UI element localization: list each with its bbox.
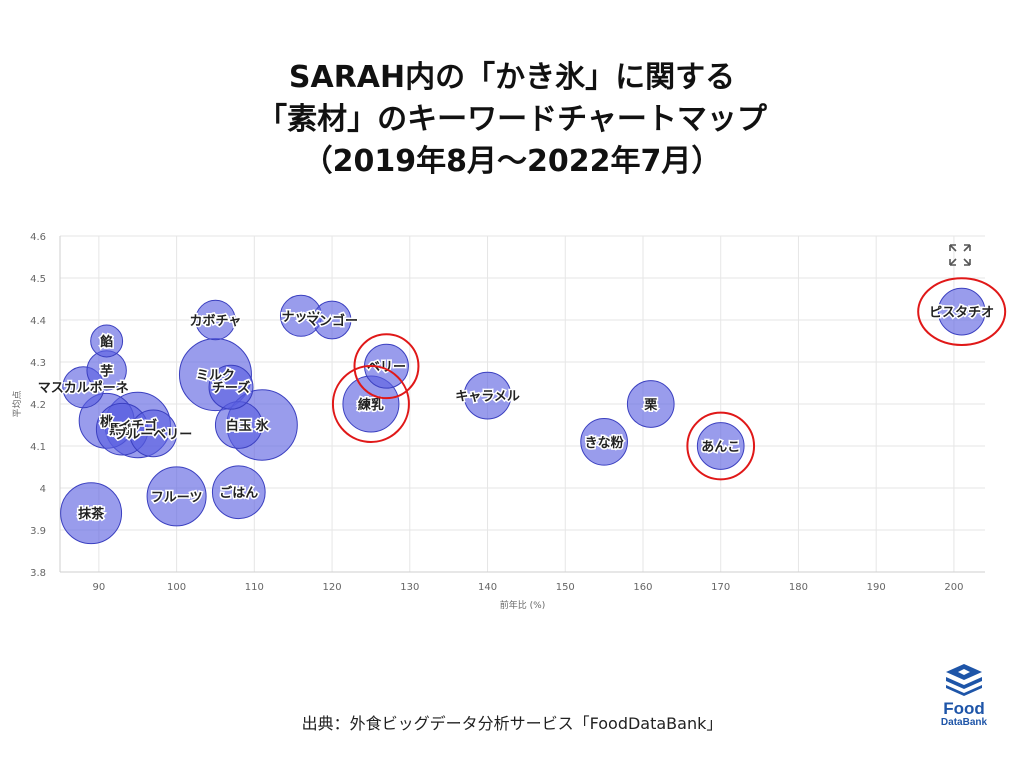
- x-tick-label: 110: [245, 582, 264, 593]
- bubble-label: チーズ: [212, 380, 250, 396]
- bubble-label: 桃: [100, 414, 113, 430]
- y-tick-label: 3.8: [30, 568, 46, 579]
- bubble: [580, 417, 628, 466]
- x-tick-label: 100: [167, 582, 186, 593]
- highlight-circles: [331, 277, 1007, 481]
- bubble-label: ピスタチオ: [929, 306, 994, 321]
- bubble: [208, 364, 254, 410]
- y-tick-label: 3.9: [30, 526, 46, 537]
- highlight-ellipse: [331, 365, 410, 443]
- bubble: [195, 299, 236, 341]
- bubble-label: 抹茶: [78, 506, 105, 522]
- bubble: [312, 300, 352, 340]
- y-tick-label: 4.4: [30, 316, 46, 327]
- highlight-ellipse: [353, 333, 420, 400]
- bubble-label: 練乳: [358, 397, 384, 413]
- y-tick-label: 4.6: [30, 232, 46, 243]
- logo-subtext: DataBank: [940, 717, 988, 728]
- highlight-ellipse: [686, 411, 756, 481]
- y-tick-label: 4.5: [30, 274, 46, 285]
- bubble-label: ごはん: [219, 485, 258, 501]
- stacked-layers-logo-icon: [946, 664, 982, 696]
- bubble-label: イチゴ: [118, 418, 157, 434]
- y-tick-label: 4.3: [30, 358, 46, 369]
- bubble-label: 餡: [100, 334, 113, 350]
- highlight-ellipse: [917, 277, 1007, 346]
- bubble-label: 白玉: [226, 418, 252, 434]
- bubble-label: あんこ: [701, 440, 740, 455]
- x-tick-label: 120: [323, 582, 342, 593]
- bubble-label: ベリー: [367, 360, 406, 375]
- bubble-label: ミルク: [196, 369, 235, 384]
- y-tick-label: 4.2: [30, 400, 46, 411]
- x-tick-label: 190: [867, 582, 886, 593]
- y-tick-label: 4: [40, 484, 46, 495]
- chart-title-line-2: 「素材」のキーワードチャートマップ: [257, 102, 767, 137]
- bubble: [90, 324, 124, 358]
- bubble-series: [60, 287, 986, 545]
- bubble-label: きな粉: [585, 435, 624, 451]
- bubble: [129, 409, 178, 458]
- x-tick-label: 150: [556, 582, 575, 593]
- bubble-label: 黒蜜: [109, 422, 135, 438]
- bubble: [626, 380, 675, 428]
- axes: 3.8 3.9 4 4.1 4.2 4.3 4.4 4.5 4.6 90 100 110 120 130 1…: [11, 232, 985, 611]
- x-axis-label: 前年比 (%): [500, 599, 545, 611]
- bubble: [463, 371, 512, 420]
- bubble: [211, 465, 266, 520]
- x-tick-label: 130: [400, 582, 419, 593]
- x-tick-label: 160: [633, 582, 652, 593]
- bubble-label: キャラメル: [455, 390, 520, 405]
- bubble-label: マンゴー: [306, 313, 358, 329]
- chart-title-line-3: （2019年8月～2022年7月）: [302, 144, 722, 179]
- bubble-chart: 3.8 3.9 4 4.1 4.2 4.3 4.4 4.5 4.6 90 100 110 120 130 1…: [11, 232, 1007, 611]
- bubble: [696, 422, 745, 470]
- bubble: [146, 466, 207, 527]
- fooddatabank-logo: Food DataBank: [928, 662, 1000, 729]
- y-axis-label: 平均点: [11, 390, 23, 417]
- bubble-label: カボチャ: [190, 313, 242, 329]
- bubble-label: ナッツ: [281, 310, 320, 325]
- x-tick-label: 140: [478, 582, 497, 593]
- y-tick-label: 4.1: [30, 442, 46, 453]
- x-tick-label: 180: [789, 582, 808, 593]
- bubble-label: 氷: [256, 418, 270, 434]
- x-tick-label: 200: [944, 582, 963, 593]
- bubble: [60, 482, 123, 545]
- bubble-label: 芋: [100, 363, 113, 379]
- bubble-label: フルーツ: [151, 490, 203, 505]
- bubble: [937, 287, 986, 336]
- bubble-label: ブルーベリー: [114, 426, 192, 442]
- expand-arrows-icon[interactable]: [949, 244, 971, 266]
- x-tick-label: 170: [711, 582, 730, 593]
- bubble-label: マスカルポーネ: [38, 380, 129, 396]
- bubble-label: 栗: [644, 398, 657, 413]
- source-caption: 出典：外食ビッグデータ分析サービス「FoodDataBank」: [301, 714, 723, 733]
- logo-wordmark: Food: [943, 699, 985, 718]
- chart-title-line-1: SARAH内の「かき氷」に関する: [288, 60, 736, 95]
- x-tick-label: 90: [92, 582, 105, 593]
